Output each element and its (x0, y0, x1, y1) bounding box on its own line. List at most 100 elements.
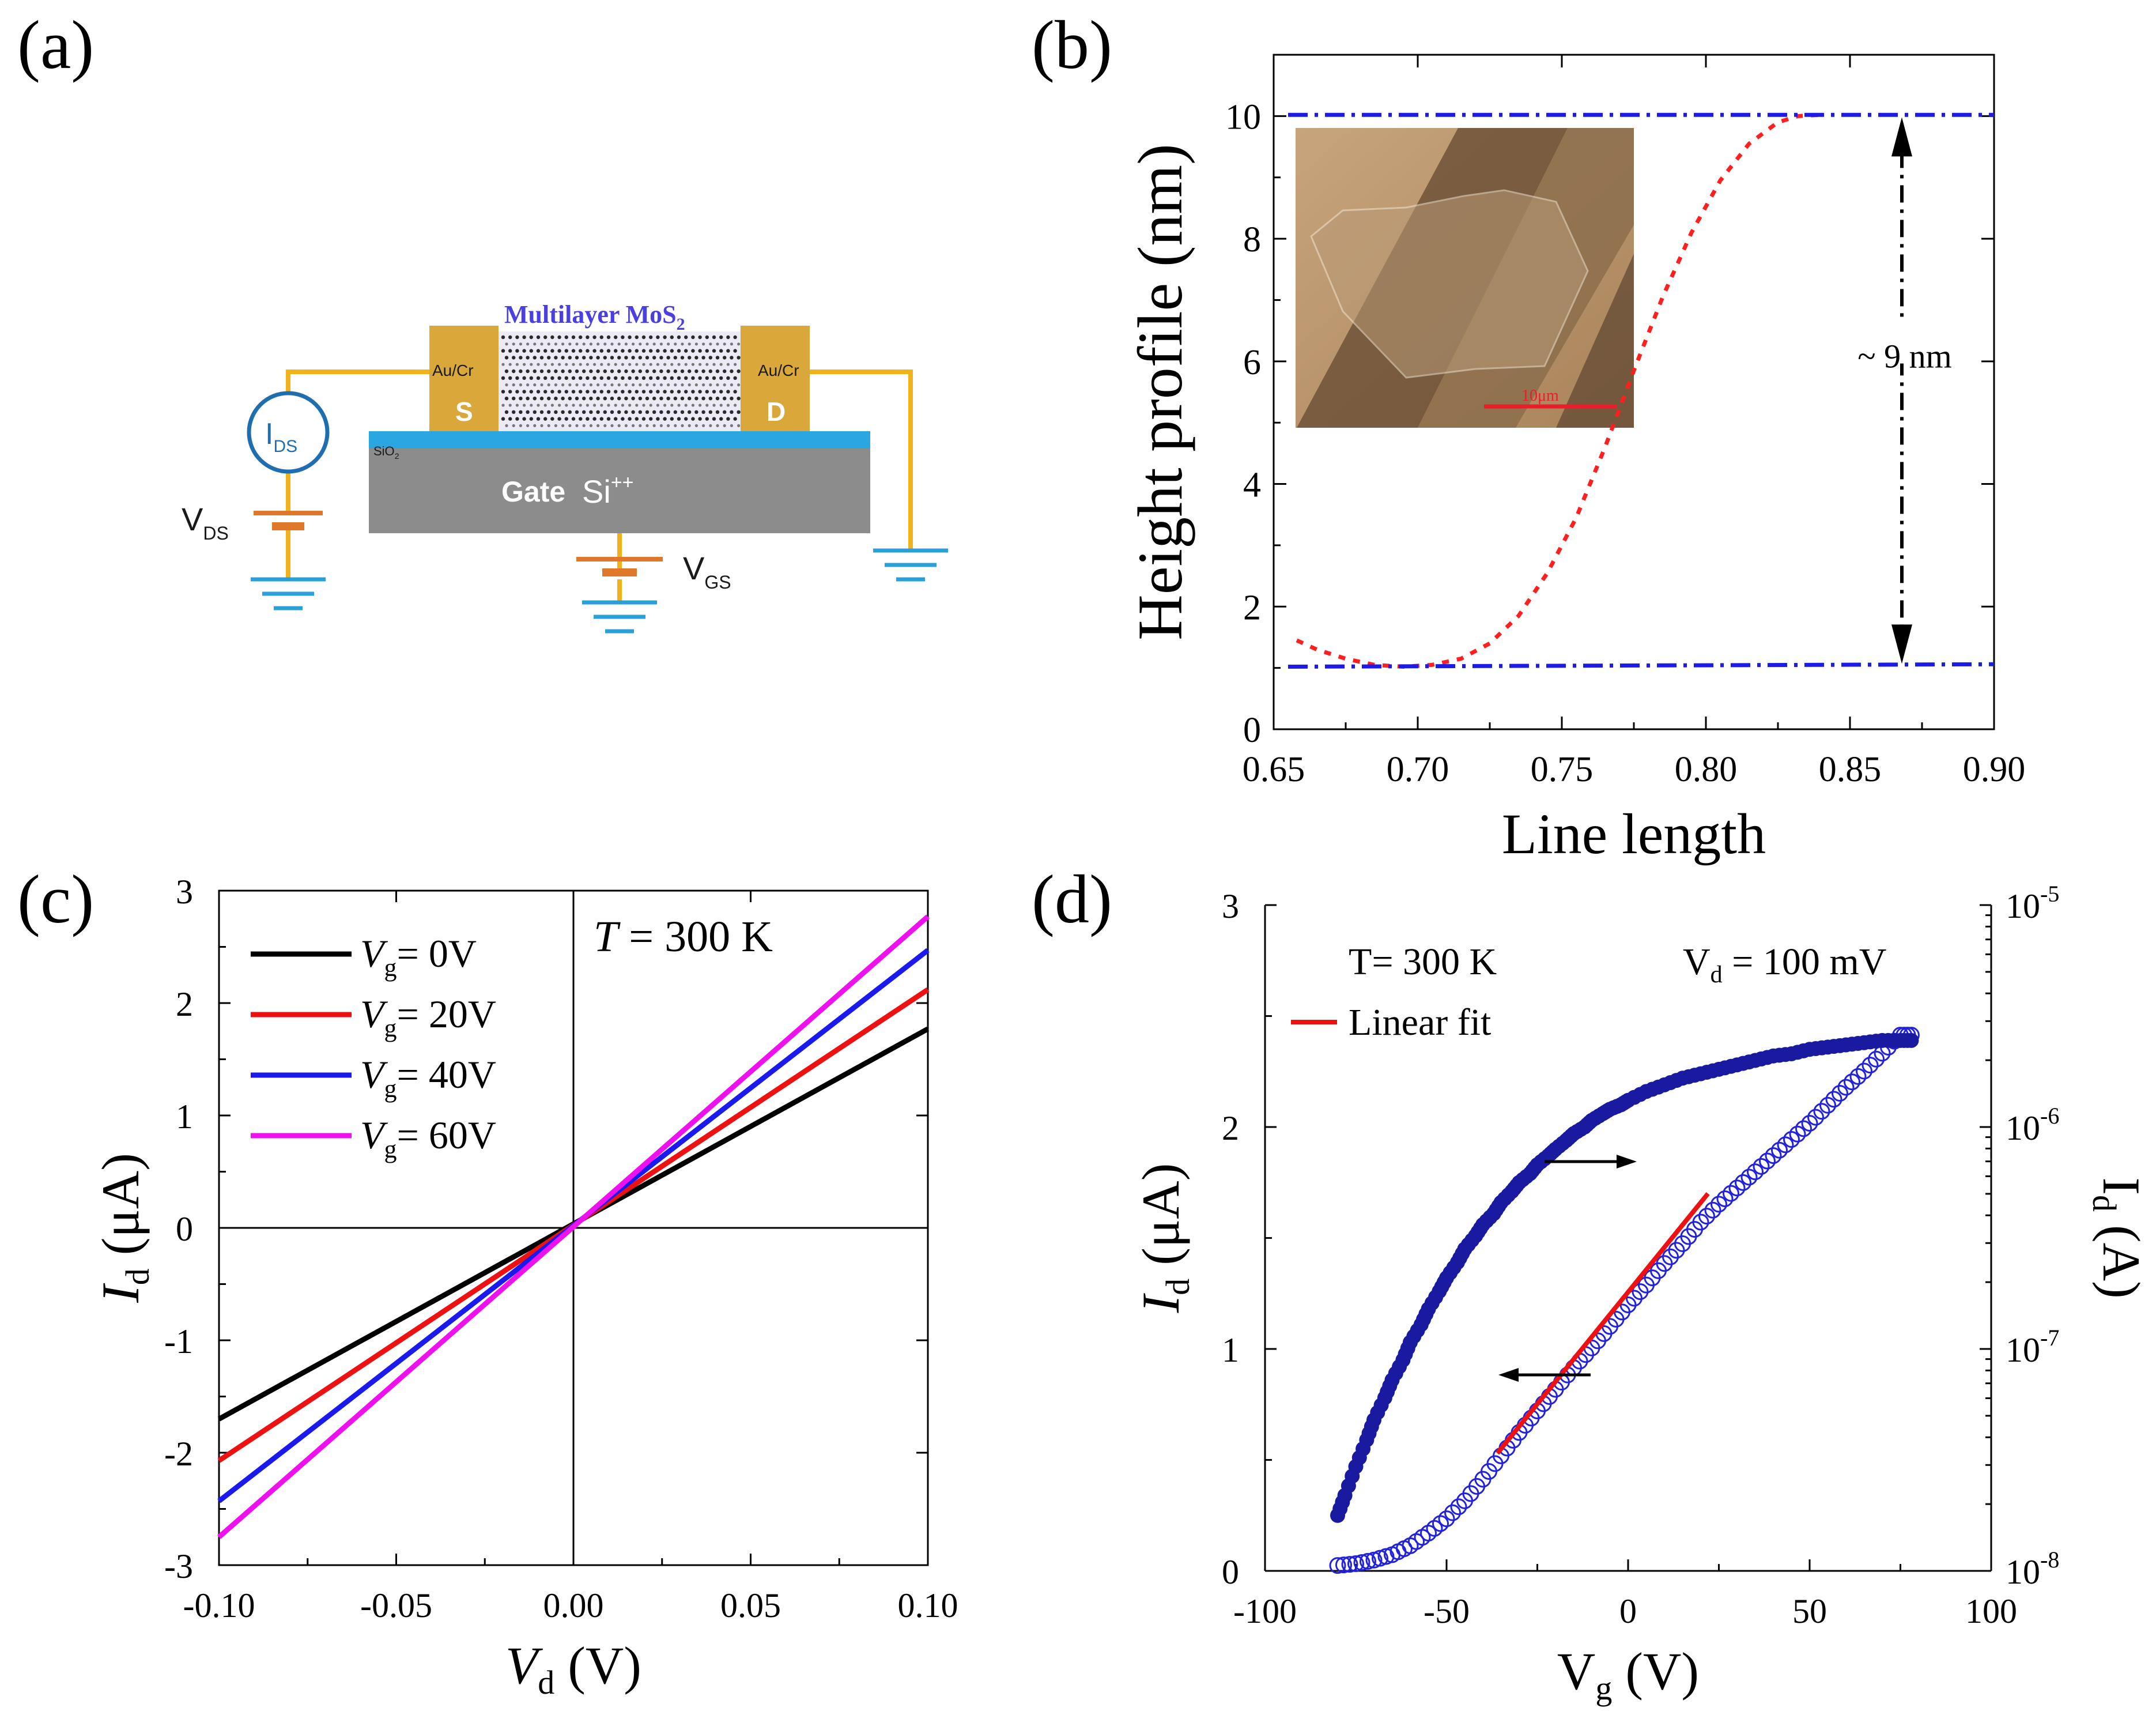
mos2-atom (610, 383, 614, 387)
mos2-atom (701, 356, 705, 360)
mos2-atom (557, 335, 561, 340)
open-circle-marker (1747, 1163, 1764, 1181)
mos2-atom (547, 356, 551, 360)
mos2-atom (656, 349, 660, 353)
mos2-atom (688, 369, 692, 374)
mos2-atom (554, 342, 558, 346)
mos2-atom (536, 335, 541, 340)
mos2-atom (723, 342, 726, 346)
mos2-atom (649, 349, 653, 353)
mos2-atom (628, 417, 632, 421)
mos2-atom (501, 390, 505, 394)
open-circle-marker (1849, 1068, 1867, 1085)
mos2-atom (723, 397, 727, 401)
mos2-atom (680, 410, 685, 414)
mos2-atom (515, 363, 519, 366)
mos2-atom (688, 342, 691, 346)
mos2-atom (712, 363, 716, 366)
mos2-atom (659, 424, 663, 428)
mos2-atom (708, 410, 713, 414)
mos2-atom (571, 349, 576, 353)
mos2-atom (558, 363, 561, 366)
y-tick-label: -2 (164, 1435, 193, 1473)
mos2-atom (631, 410, 635, 414)
mos2-atom (519, 410, 523, 414)
mos2-atom (579, 335, 583, 340)
mos2-atom (684, 363, 688, 366)
mos2-atom (684, 404, 688, 407)
mos2-atom (632, 342, 635, 346)
mos2-atom (589, 410, 593, 414)
y-tick-label: 3 (1222, 887, 1239, 925)
mos2-atom (554, 424, 558, 428)
filled-circle-marker (1904, 1032, 1919, 1048)
mos2-atom (600, 404, 603, 407)
mos2-atom (649, 376, 653, 380)
mos2-atom (508, 376, 512, 380)
mos2-atom (610, 397, 614, 401)
mos2-atom (628, 349, 632, 353)
mos2-atom (737, 410, 741, 414)
mos2-atom (645, 356, 650, 360)
mos2-atom (504, 369, 509, 374)
mos2-atom (522, 335, 526, 340)
mos2-atom (547, 342, 550, 346)
mos2-atom (568, 410, 572, 414)
mos2-atom (631, 397, 635, 401)
drain-contact-metal: Au/Cr (758, 361, 799, 379)
mos2-atom (539, 397, 544, 401)
open-circle-marker (1728, 1179, 1746, 1197)
mos2-atom (565, 404, 568, 407)
mos2-atom (614, 376, 618, 380)
mos2-atom (603, 342, 607, 346)
mos2-atom (705, 363, 709, 366)
mos2-atom (504, 410, 509, 414)
mos2-atom (529, 390, 533, 394)
mos2-atom (659, 410, 663, 414)
mos2-atom (691, 404, 694, 407)
mos2-atom (543, 390, 548, 394)
open-circle-marker (1868, 1050, 1885, 1068)
mos2-atom (677, 390, 681, 394)
mos2-atom (624, 342, 628, 346)
mos2-atom (645, 397, 650, 401)
mos2-atom (726, 417, 730, 421)
mos2-atom (575, 369, 579, 374)
mos2-atom (631, 356, 635, 360)
x-tick-label: 0.05 (720, 1586, 781, 1625)
mos2-atom (694, 342, 698, 346)
mos2-atom (670, 349, 674, 353)
y-axis-label: Id (μA) (1131, 1163, 1196, 1314)
mos2-atom (726, 363, 730, 366)
mos2-atom (523, 363, 526, 366)
mos2-atom (515, 390, 519, 394)
mos2-atom (649, 363, 652, 366)
mos2-atom (702, 342, 705, 346)
mos2-atom (582, 369, 586, 374)
legend-label: Vg= 60V (360, 1113, 496, 1163)
mos2-atom (723, 424, 726, 428)
mos2-atom (641, 376, 646, 380)
x-tick-label: 0.70 (1387, 750, 1449, 789)
mos2-atom (536, 390, 541, 394)
mos2-atom (519, 424, 523, 428)
mos2-atom (586, 417, 590, 421)
mos2-atom (652, 410, 656, 414)
mos2-atom (540, 424, 543, 428)
mos2-atom (673, 397, 678, 401)
mos2-atom (659, 342, 663, 346)
y-tick-label: 2 (1222, 1109, 1239, 1147)
y-tick-label: 4 (1243, 466, 1261, 505)
mos2-atom (635, 363, 639, 366)
mos2-atom (575, 410, 579, 414)
mos2-atom (667, 424, 670, 428)
mos2-atom (737, 397, 741, 401)
mos2-atom (715, 369, 720, 374)
mos2-atom (635, 335, 639, 340)
mos2-atom (680, 397, 685, 401)
y2-tick-label: 10-6 (2006, 1103, 2059, 1147)
mos2-atom (645, 410, 650, 414)
mos2-atom (568, 356, 572, 360)
mos2-label: Multilayer MoS2 (504, 300, 685, 334)
y-tick-label: 1 (1222, 1331, 1239, 1369)
